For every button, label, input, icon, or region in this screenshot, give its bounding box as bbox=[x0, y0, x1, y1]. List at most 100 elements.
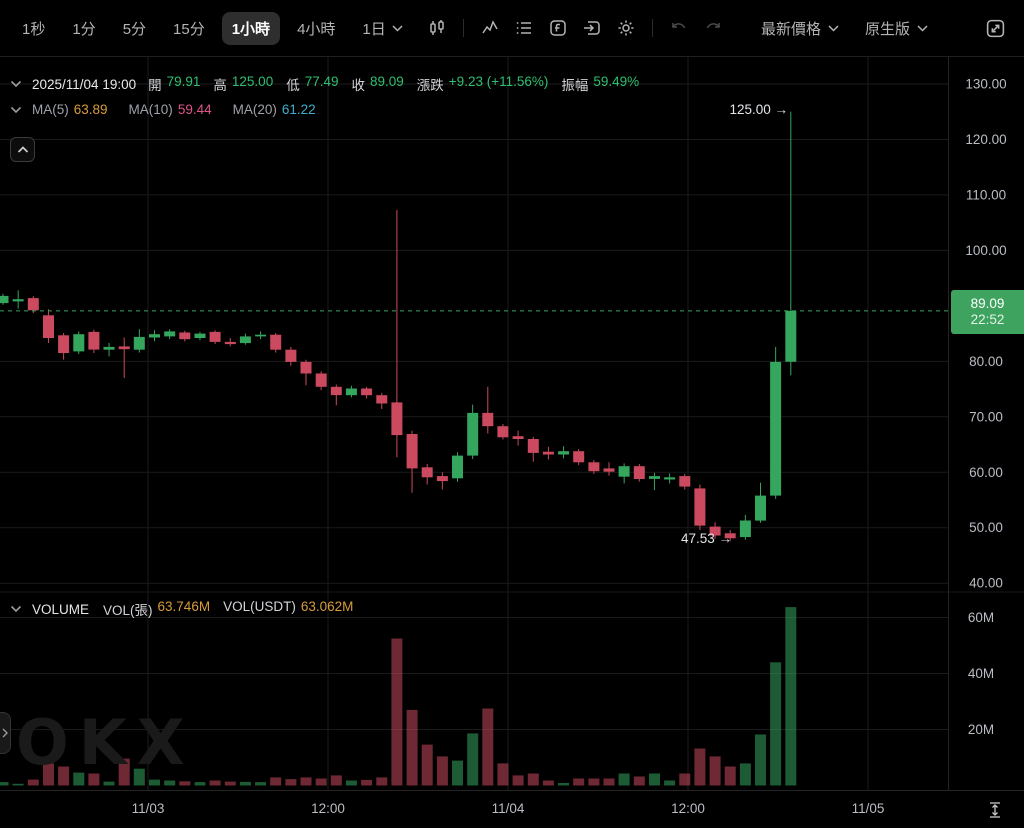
timeframe-button-1秒[interactable]: 1秒 bbox=[12, 12, 55, 45]
volume-bar bbox=[649, 773, 660, 786]
ma-label: MA(20) bbox=[232, 102, 277, 117]
ohlc-field-3-value: 89.09 bbox=[370, 74, 404, 89]
ohlc-field-0-value: 79.91 bbox=[166, 74, 201, 89]
volume-bar bbox=[770, 662, 782, 786]
timeframe-label: 15分 bbox=[173, 20, 205, 38]
ma-field-0: MA(5) 63.89 bbox=[32, 102, 108, 117]
ohlc-field-1: 高 125.00 bbox=[213, 74, 273, 94]
candle-body bbox=[12, 299, 24, 302]
candle-body bbox=[27, 298, 39, 311]
volume-bar bbox=[330, 775, 342, 786]
toolbar-divider bbox=[651, 19, 653, 37]
volume-bar bbox=[300, 777, 312, 786]
redo-icon bbox=[706, 23, 720, 29]
ohlc-collapse-chevron-icon[interactable] bbox=[10, 80, 22, 88]
candle-datetime: 2025/11/04 19:00 bbox=[32, 76, 137, 92]
timeframe-button-1小時[interactable]: 1小時 bbox=[221, 11, 281, 45]
volume-bar bbox=[376, 777, 388, 786]
gear-icon bbox=[618, 20, 634, 36]
candle-body bbox=[558, 451, 570, 455]
indicator-button[interactable] bbox=[475, 13, 505, 43]
ohlc-field-4: 漲跌 +9.23 (+11.56%) bbox=[417, 74, 549, 94]
ohlc-field-5-value: 59.49% bbox=[593, 74, 640, 89]
price-tick-label: 60.00 bbox=[969, 465, 1003, 480]
price-tick-label: 110.00 bbox=[966, 187, 1006, 202]
ma-label: MA(5) bbox=[32, 102, 69, 117]
volume-bar bbox=[255, 782, 267, 786]
timeframe-button-1日[interactable]: 1日 bbox=[352, 12, 412, 45]
candle-body bbox=[467, 412, 479, 456]
candle-body bbox=[770, 361, 782, 496]
volume-bar bbox=[239, 781, 251, 786]
volume-bar bbox=[345, 780, 357, 786]
chevron-down-icon bbox=[392, 24, 403, 32]
candle-body bbox=[406, 434, 418, 469]
time-axis[interactable] bbox=[0, 790, 948, 828]
ma-value: 61.22 bbox=[281, 102, 316, 117]
volume-bar bbox=[0, 782, 9, 786]
candle-body bbox=[103, 346, 115, 350]
candle-body bbox=[88, 331, 100, 350]
candle-body bbox=[482, 412, 494, 427]
time-tick-label: 11/03 bbox=[132, 801, 165, 816]
ohlc-field-4-label: 漲跌 bbox=[416, 78, 444, 93]
layout-list-button[interactable] bbox=[509, 13, 539, 43]
volume-bar bbox=[618, 773, 630, 786]
volume-bar bbox=[573, 778, 585, 786]
volume-bar bbox=[452, 760, 463, 786]
price-mode-dropdown[interactable]: 最新價格 bbox=[761, 18, 839, 39]
volume-bar bbox=[724, 766, 736, 786]
volume-bar bbox=[118, 758, 130, 786]
candle-body bbox=[330, 386, 342, 396]
undo-icon bbox=[672, 23, 685, 29]
timeframe-label: 1日 bbox=[362, 20, 386, 38]
candle-body bbox=[618, 466, 630, 477]
ma-collapse-chevron-icon[interactable] bbox=[10, 106, 22, 114]
candle-body bbox=[421, 467, 433, 478]
chevron-down-icon bbox=[917, 24, 928, 32]
timeframe-button-15分[interactable]: 15分 bbox=[163, 12, 215, 45]
left-panel-handle[interactable] bbox=[0, 712, 11, 754]
price-tick-label: 120.00 bbox=[965, 132, 1006, 147]
volume-bar bbox=[285, 779, 297, 786]
volume-pane-title: VOLUME bbox=[32, 601, 90, 617]
candle-body bbox=[209, 331, 221, 342]
settings-button[interactable] bbox=[611, 13, 641, 43]
formula-icon bbox=[550, 20, 566, 36]
candle-body bbox=[285, 349, 297, 362]
timeframe-label: 1分 bbox=[72, 20, 96, 38]
volume-bar bbox=[73, 772, 85, 786]
timeframe-button-1分[interactable]: 1分 bbox=[62, 12, 105, 45]
formula-button[interactable] bbox=[543, 13, 573, 43]
collapse-panel-button[interactable] bbox=[10, 137, 35, 162]
candlestick-style-button[interactable] bbox=[422, 13, 452, 43]
redo-button[interactable] bbox=[698, 13, 728, 43]
candle-body bbox=[194, 333, 206, 338]
price-axis[interactable] bbox=[948, 57, 1024, 790]
candle-body bbox=[73, 334, 85, 352]
volume-bar bbox=[43, 763, 54, 786]
candle-body bbox=[785, 310, 797, 362]
fullscreen-button[interactable] bbox=[980, 13, 1010, 43]
candle-body bbox=[649, 476, 660, 479]
volume-collapse-chevron-icon[interactable] bbox=[10, 605, 22, 613]
candle-body bbox=[300, 361, 312, 374]
candle-body bbox=[573, 451, 585, 463]
toolbar-right-group: 最新價格 原生版 bbox=[735, 13, 1012, 43]
timeframe-button-4小時[interactable]: 4小時 bbox=[287, 12, 345, 45]
volume-tick-label: 20M bbox=[968, 722, 994, 737]
ohlc-field-4-value: +9.23 (+11.56%) bbox=[448, 74, 549, 89]
toolbar-divider bbox=[462, 19, 464, 37]
candle-body bbox=[603, 468, 615, 472]
volume-bar bbox=[436, 756, 448, 786]
timeframe-label: 4小時 bbox=[297, 20, 336, 38]
candle-body bbox=[694, 488, 706, 526]
version-dropdown[interactable]: 原生版 bbox=[865, 18, 928, 39]
fit-y-axis-button[interactable] bbox=[984, 799, 1006, 821]
replay-button[interactable] bbox=[577, 13, 607, 43]
undo-button[interactable] bbox=[664, 13, 694, 43]
volume-info-bar: VOLUME VOL(張) 63.746M VOL(USDT) 63.062M bbox=[10, 599, 353, 619]
timeframe-button-5分[interactable]: 5分 bbox=[113, 12, 156, 45]
